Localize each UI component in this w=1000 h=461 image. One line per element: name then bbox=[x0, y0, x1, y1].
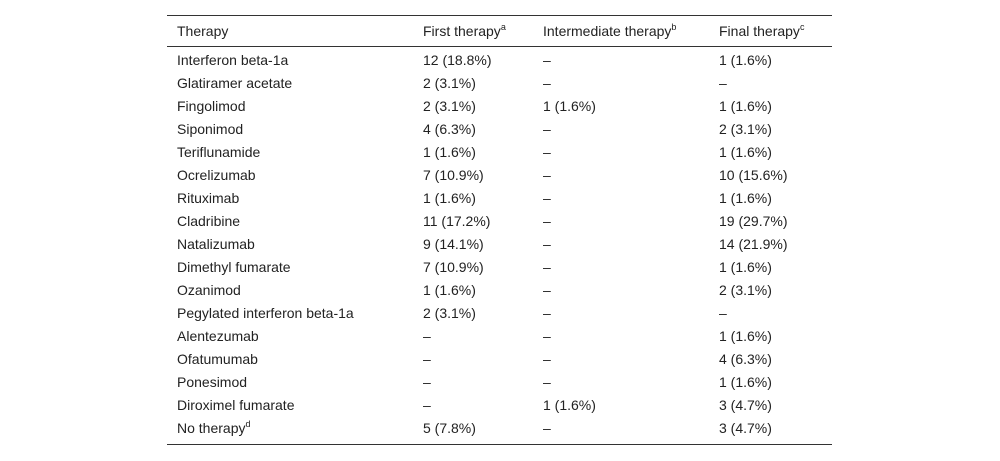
table-cell: 7 (10.9%) bbox=[423, 167, 484, 183]
table-cell: Ofatumumab bbox=[177, 351, 258, 367]
table-cell: 3 (4.7%) bbox=[719, 420, 772, 436]
table-cell: 1 (1.6%) bbox=[543, 98, 596, 114]
table-cell: 19 (29.7%) bbox=[719, 213, 788, 229]
header-cell-text: First therapy bbox=[423, 23, 501, 39]
table-cell: – bbox=[543, 144, 551, 160]
footnote-marker: a bbox=[500, 22, 506, 32]
table-cell: – bbox=[423, 351, 431, 367]
table-cell: 1 (1.6%) bbox=[423, 190, 476, 206]
table-cell: 1 (1.6%) bbox=[719, 144, 772, 160]
table-cell: Siponimod bbox=[177, 121, 244, 137]
table-cell: Ocrelizumab bbox=[177, 167, 256, 183]
table-cell: Interferon beta-1a bbox=[177, 52, 289, 68]
header-cell-text: Therapy bbox=[177, 23, 229, 39]
table-cell: Teriflunamide bbox=[177, 144, 261, 160]
table-cell: No therapyd bbox=[177, 419, 251, 437]
table-cell: – bbox=[423, 397, 431, 413]
table-cell: – bbox=[543, 328, 551, 344]
table-cell: 4 (6.3%) bbox=[719, 351, 772, 367]
table-cell: Glatiramer acetate bbox=[177, 75, 293, 91]
header-cell: Final therapyc bbox=[719, 22, 805, 40]
table-cell: 2 (3.1%) bbox=[423, 75, 476, 91]
table-cell: – bbox=[423, 328, 431, 344]
table-cell: 3 (4.7%) bbox=[719, 397, 772, 413]
table-cell: 2 (3.1%) bbox=[719, 282, 772, 298]
header-cell-text: Final therapy bbox=[719, 23, 800, 39]
table-cell: Rituximab bbox=[177, 190, 240, 206]
table-cell: 10 (15.6%) bbox=[719, 167, 788, 183]
header-cell-text: Intermediate therapy bbox=[543, 23, 672, 39]
table-cell: – bbox=[543, 190, 551, 206]
table-cell: – bbox=[423, 374, 431, 390]
table-cell: – bbox=[543, 167, 551, 183]
table-cell: – bbox=[543, 374, 551, 390]
table-cell: 1 (1.6%) bbox=[719, 328, 772, 344]
table-cell: – bbox=[543, 213, 551, 229]
table-cell: – bbox=[543, 420, 551, 436]
table-cell: Alentezumab bbox=[177, 328, 259, 344]
table-cell: 9 (14.1%) bbox=[423, 236, 484, 252]
table-cell: – bbox=[543, 121, 551, 137]
table-cell: Dimethyl fumarate bbox=[177, 259, 291, 275]
table-cell-text: No therapy bbox=[177, 420, 246, 436]
table-cell: 5 (7.8%) bbox=[423, 420, 476, 436]
table-cell: – bbox=[543, 351, 551, 367]
table-cell: 14 (21.9%) bbox=[719, 236, 788, 252]
footnote-marker: b bbox=[671, 22, 677, 32]
table-cell: Diroximel fumarate bbox=[177, 397, 295, 413]
header-cell: Intermediate therapyb bbox=[543, 22, 677, 40]
table-cell: 2 (3.1%) bbox=[423, 305, 476, 321]
table-cell: 1 (1.6%) bbox=[423, 144, 476, 160]
table-cell: – bbox=[719, 75, 727, 91]
table-cell: 1 (1.6%) bbox=[543, 397, 596, 413]
header-cell: Therapy bbox=[177, 23, 228, 39]
footnote-marker: c bbox=[799, 22, 805, 32]
table-cell: – bbox=[543, 52, 551, 68]
table-cell: 1 (1.6%) bbox=[719, 98, 772, 114]
table-cell: 1 (1.6%) bbox=[719, 190, 772, 206]
table-cell: – bbox=[543, 75, 551, 91]
table-cell: 11 (17.2%) bbox=[423, 213, 491, 229]
table-cell: 12 (18.8%) bbox=[423, 52, 492, 68]
table-cell: – bbox=[543, 236, 551, 252]
footnote-marker: d bbox=[245, 419, 251, 429]
top-rule bbox=[167, 15, 832, 16]
table-cell: Ozanimod bbox=[177, 282, 241, 298]
table-cell: 2 (3.1%) bbox=[719, 121, 772, 137]
table-cell: 2 (3.1%) bbox=[423, 98, 476, 114]
table-cell: 1 (1.6%) bbox=[719, 259, 772, 275]
table-cell: – bbox=[543, 259, 551, 275]
table-cell: Pegylated interferon beta-1a bbox=[177, 305, 354, 321]
table-cell: – bbox=[719, 305, 727, 321]
table-cell: Natalizumab bbox=[177, 236, 255, 252]
header-rule bbox=[167, 46, 832, 47]
table-cell: 7 (10.9%) bbox=[423, 259, 484, 275]
table-cell: Fingolimod bbox=[177, 98, 246, 114]
table-cell: 1 (1.6%) bbox=[719, 52, 772, 68]
table-cell: – bbox=[543, 305, 551, 321]
table-cell: Ponesimod bbox=[177, 374, 248, 390]
table-cell: 4 (6.3%) bbox=[423, 121, 476, 137]
table-cell: 1 (1.6%) bbox=[719, 374, 772, 390]
table-cell: Cladribine bbox=[177, 213, 241, 229]
table-cell: – bbox=[543, 282, 551, 298]
header-cell: First therapya bbox=[423, 22, 506, 40]
table-cell: 1 (1.6%) bbox=[423, 282, 476, 298]
bottom-rule bbox=[167, 444, 832, 445]
